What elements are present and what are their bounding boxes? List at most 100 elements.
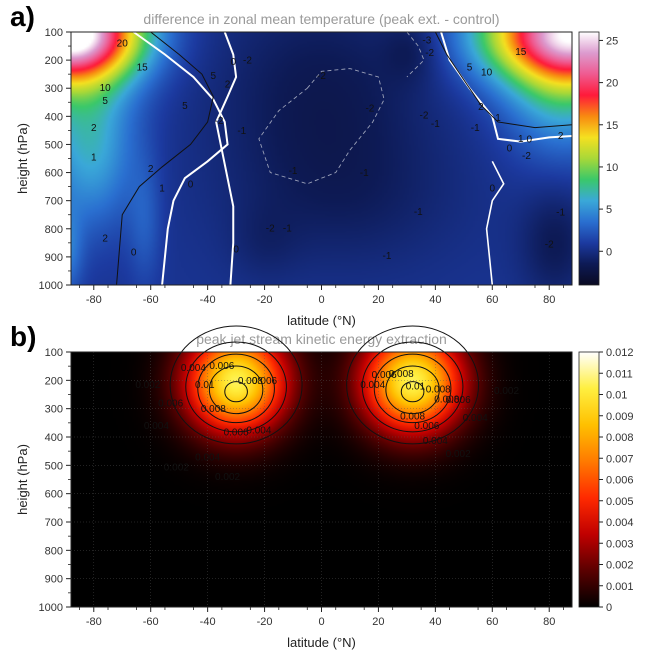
x-tick-label: -60 <box>143 616 159 628</box>
panel-letter: a) <box>10 1 35 32</box>
y-tick-label: 900 <box>45 574 63 586</box>
contour-line <box>185 341 287 433</box>
contour-line <box>400 381 425 403</box>
contour-label: 5 <box>182 101 188 112</box>
contour-label: -2 <box>420 110 429 121</box>
contour-line <box>373 353 452 424</box>
contour-line <box>346 325 480 445</box>
contour-label: 0 <box>527 134 533 145</box>
colorbar-tick-label: 0.006 <box>606 475 634 487</box>
contour-label: 0.004 <box>246 425 271 436</box>
contour-label: 2 <box>558 131 564 142</box>
contour-line-dashed <box>258 68 385 185</box>
contour-label: 0.008 <box>201 404 226 415</box>
contour-line <box>385 365 440 415</box>
contour-label: 10 <box>481 68 493 79</box>
colorbar-tick-label: 0.002 <box>606 560 634 572</box>
panel-a-temperature-difference: a) difference in zonal mean temperature (… <box>10 1 618 328</box>
contour-label: 15 <box>137 63 149 74</box>
contour-label: 1 <box>495 113 501 124</box>
x-tick-label: 40 <box>429 616 441 628</box>
contour-line <box>197 353 275 424</box>
contour-label: 0.006 <box>158 399 183 410</box>
y-tick-label: 700 <box>45 196 63 208</box>
contour-label: -2 <box>266 223 275 234</box>
y-tick-label: 1000 <box>39 280 63 292</box>
contour-label: -1 <box>383 251 392 262</box>
colorbar <box>578 351 600 608</box>
contour-label: 0.008 <box>426 384 451 395</box>
contour-label: 0.002 <box>215 472 240 483</box>
colorbar-tick-label: 0.001 <box>606 581 634 593</box>
colorbar-tick-label: 15 <box>606 120 618 132</box>
colorbar-tick-label: 0.009 <box>606 411 634 423</box>
x-tick-label: 60 <box>486 294 498 306</box>
panel-letter: b) <box>10 321 36 352</box>
x-tick-label: 80 <box>543 616 555 628</box>
colorbar-tick-label: 0.005 <box>606 496 634 508</box>
chart-title: peak jet stream kinetic energy extractio… <box>196 331 447 347</box>
contour-label: 0.008 <box>389 369 414 380</box>
contour-label: 0.006 <box>414 421 439 432</box>
contour-label: -3 <box>422 35 431 46</box>
y-tick-label: 700 <box>45 517 63 529</box>
x-tick-label: -20 <box>257 294 273 306</box>
y-tick-label: 400 <box>45 111 63 123</box>
contour-label: 0.004 <box>181 363 206 374</box>
contour-label: 0.002 <box>446 449 471 460</box>
y-tick-label: 600 <box>45 168 63 180</box>
x-tick-label: -40 <box>200 616 216 628</box>
contour-label: 0.01 <box>406 382 426 393</box>
colorbar-tick-label: 0.012 <box>606 347 634 359</box>
panel-b-kinetic-energy-extraction: b) peak jet stream kinetic energy extract… <box>10 321 634 650</box>
y-tick-label: 400 <box>45 432 63 444</box>
chart-title: difference in zonal mean temperature (pe… <box>143 11 499 27</box>
x-tick-label: -40 <box>200 294 216 306</box>
contour-label: 0.002 <box>494 386 519 397</box>
contour-label: 2 <box>91 123 97 134</box>
contour-label: 0.002 <box>164 462 189 473</box>
contour-line <box>224 381 248 403</box>
contour-label: -1 <box>237 126 246 137</box>
contour-label: 0.006 <box>446 395 471 406</box>
contour-label: -1 <box>471 123 480 134</box>
contour-label: 0.008 <box>434 394 459 405</box>
contour-label: 0 <box>490 184 496 195</box>
contour-line <box>116 31 214 286</box>
contour-label: 2 <box>478 102 484 113</box>
y-tick-label: 200 <box>45 375 63 387</box>
x-tick-label: -80 <box>86 294 102 306</box>
colorbar-tick-label: 0 <box>606 246 612 258</box>
contour-label: 0 <box>188 179 194 190</box>
y-tick-label: 500 <box>45 139 63 151</box>
x-tick-label: -80 <box>86 616 102 628</box>
contour-line-zero <box>440 31 573 143</box>
contour-label: -2 <box>522 151 531 162</box>
colorbar-tick-label: 0.01 <box>606 390 627 402</box>
y-tick-label: 1000 <box>39 602 63 614</box>
x-tick-label: 0 <box>318 294 324 306</box>
x-tick-label: 40 <box>429 294 441 306</box>
contour-line <box>169 325 303 445</box>
y-tick-label: 100 <box>45 347 63 359</box>
y-axis-label: height (hPa) <box>15 444 30 515</box>
contour-label: -1 <box>556 207 565 218</box>
contour-label: 0.004 <box>144 421 169 432</box>
x-tick-label: 20 <box>372 616 384 628</box>
y-axis-label: height (hPa) <box>15 123 30 194</box>
colorbar <box>578 31 600 286</box>
contour-label: -2 <box>365 103 374 114</box>
contour-label: 10 <box>100 83 112 94</box>
x-tick-label: 0 <box>318 616 324 628</box>
contour-label: -1 <box>360 168 369 179</box>
x-tick-label: 80 <box>543 294 555 306</box>
contour-label: 0 <box>233 245 239 256</box>
contour-label: 1 <box>159 184 165 195</box>
contour-label: -2 <box>243 56 252 67</box>
colorbar-tick-label: 0.007 <box>606 453 634 465</box>
y-tick-label: 900 <box>45 252 63 264</box>
x-tick-label: 60 <box>486 616 498 628</box>
contour-label: 0.004 <box>195 452 220 463</box>
y-tick-label: 500 <box>45 460 63 472</box>
contour-label: 5 <box>211 71 217 82</box>
